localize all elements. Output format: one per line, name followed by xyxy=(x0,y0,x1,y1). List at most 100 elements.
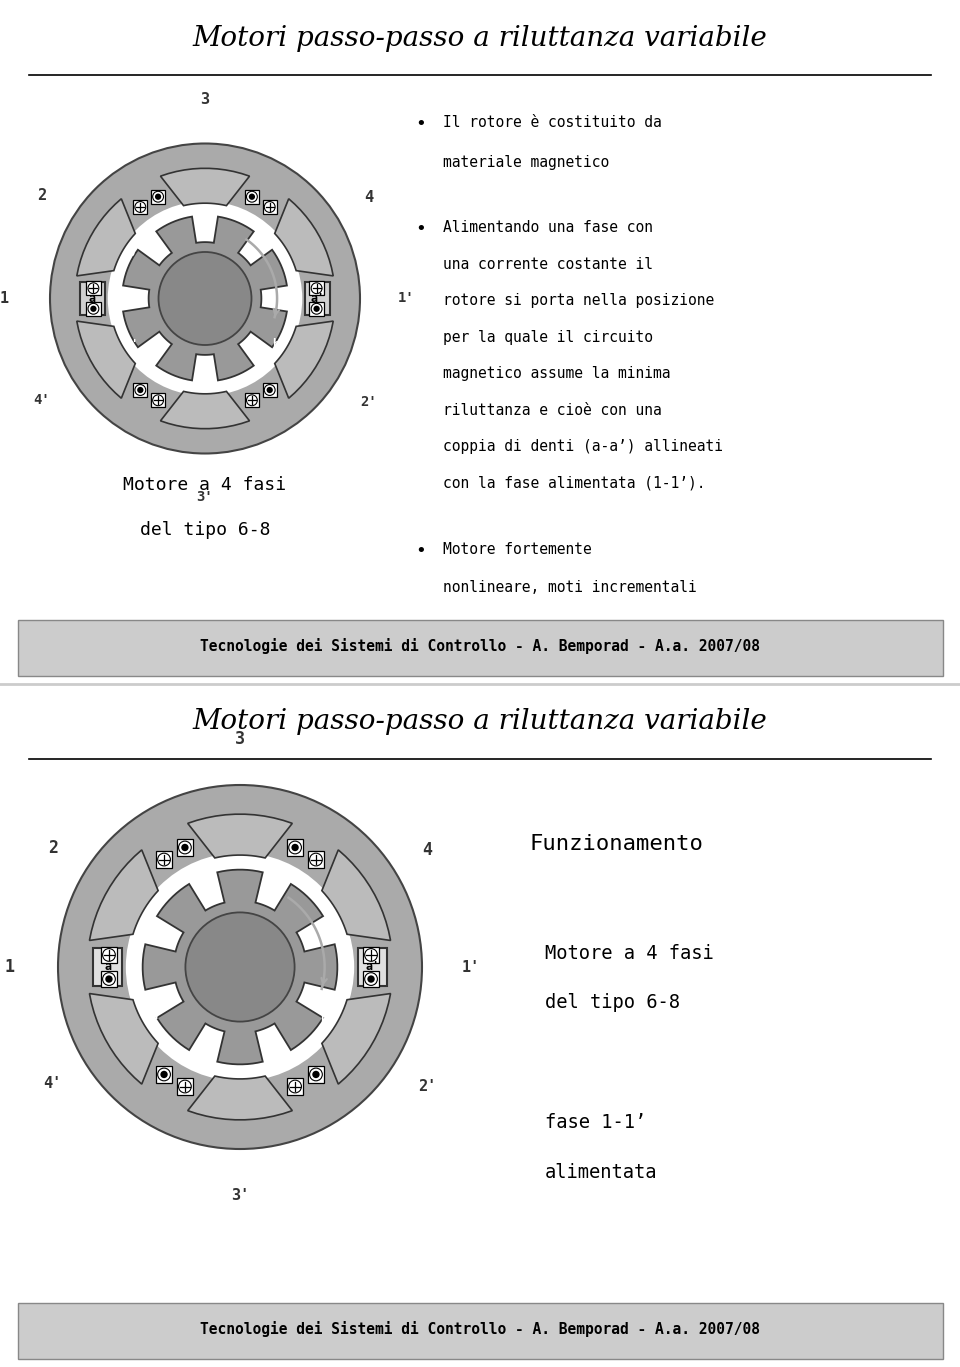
Text: Motore a 4 fasi: Motore a 4 fasi xyxy=(545,943,713,962)
Polygon shape xyxy=(89,994,158,1084)
Text: con la fase alimentata (1-1’).: con la fase alimentata (1-1’). xyxy=(443,476,706,491)
Bar xyxy=(151,394,165,407)
Bar xyxy=(86,282,101,295)
Polygon shape xyxy=(275,198,333,276)
Bar xyxy=(93,947,122,986)
Text: rotore si porta nella posizione: rotore si porta nella posizione xyxy=(443,293,714,308)
Polygon shape xyxy=(89,850,158,940)
Text: Motore fortemente: Motore fortemente xyxy=(443,541,591,556)
Text: Motori passo-passo a riluttanza variabile: Motori passo-passo a riluttanza variabil… xyxy=(193,708,767,735)
Text: c: c xyxy=(324,906,330,919)
Polygon shape xyxy=(160,391,250,429)
Text: a': a' xyxy=(365,961,379,973)
Circle shape xyxy=(50,144,360,454)
Bar xyxy=(363,971,379,987)
Bar xyxy=(133,200,148,215)
Bar xyxy=(358,947,387,986)
Text: a: a xyxy=(88,293,96,305)
Text: a: a xyxy=(104,961,111,973)
Bar xyxy=(307,852,324,868)
Text: 1': 1' xyxy=(462,960,480,975)
Bar xyxy=(18,1303,943,1359)
Text: 3': 3' xyxy=(197,491,213,504)
Text: Tecnologie dei Sistemi di Controllo - A. Bemporad - A.a. 2007/08: Tecnologie dei Sistemi di Controllo - A.… xyxy=(200,637,760,653)
Circle shape xyxy=(292,843,299,852)
Bar xyxy=(18,619,943,675)
Text: b: b xyxy=(128,246,134,258)
Text: 2: 2 xyxy=(48,839,58,857)
Text: Funzionamento: Funzionamento xyxy=(530,834,704,853)
Bar xyxy=(245,190,259,204)
Circle shape xyxy=(126,853,354,1081)
Text: c: c xyxy=(276,246,282,258)
Bar xyxy=(245,394,259,407)
Text: coppia di denti (a-a’) allineati: coppia di denti (a-a’) allineati xyxy=(443,439,723,454)
Text: Tecnologie dei Sistemi di Controllo - A. Bemporad - A.a. 2007/08: Tecnologie dei Sistemi di Controllo - A.… xyxy=(200,1321,760,1337)
Circle shape xyxy=(368,976,374,983)
Bar xyxy=(363,946,379,964)
Polygon shape xyxy=(143,869,337,1065)
Text: 2': 2' xyxy=(360,395,376,409)
Text: Alimentando una fase con: Alimentando una fase con xyxy=(443,220,653,235)
Polygon shape xyxy=(77,321,135,398)
Circle shape xyxy=(267,387,273,394)
Text: b': b' xyxy=(320,1014,334,1028)
Text: magnetico assume la minima: magnetico assume la minima xyxy=(443,366,670,381)
Text: •: • xyxy=(415,115,425,133)
Text: del tipo 6-8: del tipo 6-8 xyxy=(545,994,680,1013)
Bar xyxy=(80,283,105,314)
Text: nonlineare, moti incrementali: nonlineare, moti incrementali xyxy=(443,580,697,595)
Text: 4': 4' xyxy=(34,392,50,407)
Circle shape xyxy=(312,1070,320,1079)
Circle shape xyxy=(249,194,255,200)
Polygon shape xyxy=(322,850,391,940)
Text: Il rotore è costituito da: Il rotore è costituito da xyxy=(443,115,661,130)
Text: 3: 3 xyxy=(235,730,245,748)
Bar xyxy=(177,839,193,856)
Bar xyxy=(101,946,117,964)
Bar xyxy=(287,839,303,856)
Circle shape xyxy=(160,1070,168,1079)
Bar xyxy=(263,383,276,398)
Text: b': b' xyxy=(272,338,286,351)
Polygon shape xyxy=(188,815,292,858)
Polygon shape xyxy=(160,168,250,205)
Text: 4: 4 xyxy=(364,190,372,205)
Text: alimentata: alimentata xyxy=(545,1163,658,1182)
Circle shape xyxy=(106,976,112,983)
Text: c': c' xyxy=(146,1014,160,1028)
Text: c': c' xyxy=(124,338,138,351)
Bar xyxy=(263,200,276,215)
Circle shape xyxy=(314,306,320,312)
Text: 4: 4 xyxy=(422,841,432,860)
Circle shape xyxy=(108,201,302,395)
Circle shape xyxy=(90,306,97,312)
Text: 1': 1' xyxy=(397,291,415,305)
Circle shape xyxy=(185,912,295,1021)
Bar xyxy=(133,383,148,398)
Text: 1: 1 xyxy=(0,291,9,306)
Text: 3': 3' xyxy=(230,1188,250,1203)
Circle shape xyxy=(58,785,422,1150)
Text: 2': 2' xyxy=(419,1079,437,1094)
Text: Motore a 4 fasi: Motore a 4 fasi xyxy=(124,476,287,493)
Text: per la quale il circuito: per la quale il circuito xyxy=(443,329,653,344)
Text: una corrente costante il: una corrente costante il xyxy=(443,257,653,272)
Bar xyxy=(156,1066,173,1083)
Circle shape xyxy=(158,252,252,344)
Bar xyxy=(309,282,324,295)
Polygon shape xyxy=(123,216,287,380)
Bar xyxy=(177,1079,193,1095)
Text: •: • xyxy=(415,541,425,560)
Text: del tipo 6-8: del tipo 6-8 xyxy=(140,521,271,539)
Polygon shape xyxy=(322,994,391,1084)
Text: 3: 3 xyxy=(201,92,209,107)
Bar xyxy=(151,190,165,204)
Bar xyxy=(86,302,101,316)
Text: riluttanza e cioè con una: riluttanza e cioè con una xyxy=(443,402,661,417)
Text: 1: 1 xyxy=(4,958,14,976)
Text: fase 1-1’: fase 1-1’ xyxy=(545,1114,646,1132)
Bar xyxy=(305,283,330,314)
Circle shape xyxy=(181,843,188,852)
Text: 2: 2 xyxy=(37,187,46,202)
